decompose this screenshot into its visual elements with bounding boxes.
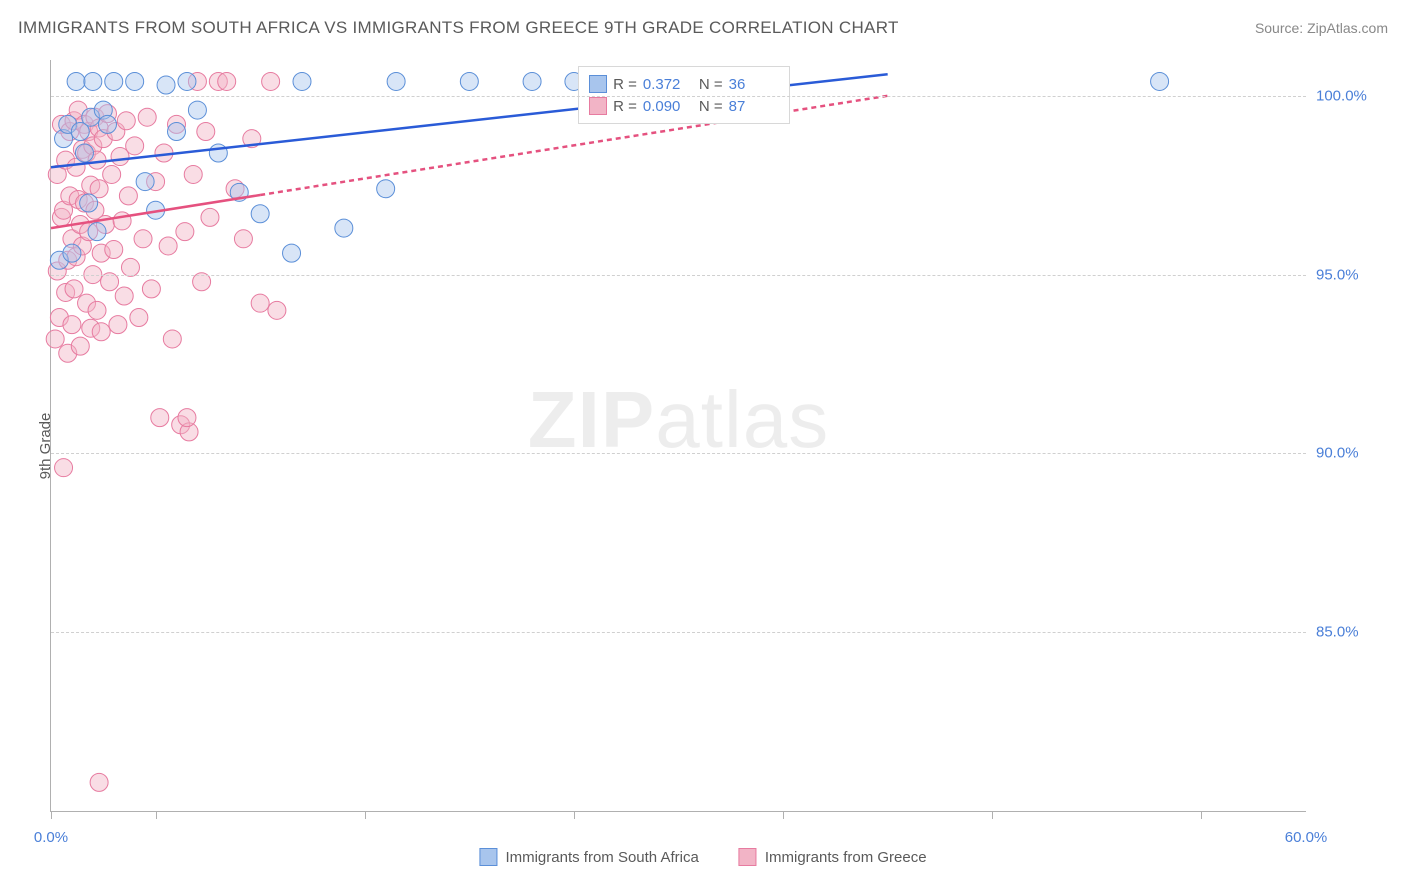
data-point [1151, 72, 1169, 90]
data-point [63, 316, 81, 334]
data-point [136, 173, 154, 191]
data-point [142, 280, 160, 298]
chart-title: IMMIGRANTS FROM SOUTH AFRICA VS IMMIGRAN… [18, 18, 899, 38]
data-point [84, 72, 102, 90]
gridline [51, 632, 1306, 633]
data-point [251, 205, 269, 223]
data-point [71, 337, 89, 355]
plot-area: ZIPatlas R = 0.372 N = 36 R = 0.090 N = … [50, 60, 1306, 812]
data-point [105, 241, 123, 259]
legend-label-2: Immigrants from Greece [765, 849, 927, 866]
legend-swatch-1 [479, 848, 497, 866]
data-point [335, 219, 353, 237]
data-point [126, 72, 144, 90]
data-point [293, 72, 311, 90]
data-point [75, 144, 93, 162]
legend-swatch-2 [739, 848, 757, 866]
data-point [209, 144, 227, 162]
xtick [365, 811, 366, 819]
data-point [117, 112, 135, 130]
data-point [262, 72, 280, 90]
data-point [151, 409, 169, 427]
ytick-label: 85.0% [1316, 624, 1386, 641]
stats-swatch-2 [589, 97, 607, 115]
xtick [1201, 811, 1202, 819]
data-point [134, 230, 152, 248]
data-point [178, 72, 196, 90]
data-point [88, 223, 106, 241]
n-label-1: N = [699, 76, 723, 93]
data-point [176, 223, 194, 241]
data-point [103, 165, 121, 183]
data-point [251, 294, 269, 312]
data-point [109, 316, 127, 334]
r-label-2: R = [613, 98, 637, 115]
data-point [377, 180, 395, 198]
stats-row-series1: R = 0.372 N = 36 [589, 73, 779, 95]
data-point [119, 187, 137, 205]
data-point [98, 115, 116, 133]
data-point [184, 165, 202, 183]
data-point [105, 72, 123, 90]
gridline [51, 453, 1306, 454]
chart-svg [51, 60, 1306, 811]
n-value-1: 36 [729, 76, 779, 93]
data-point [387, 72, 405, 90]
source-label: Source: ZipAtlas.com [1255, 20, 1388, 36]
gridline [51, 275, 1306, 276]
data-point [283, 244, 301, 262]
data-point [138, 108, 156, 126]
xtick [574, 811, 575, 819]
r-value-1: 0.372 [643, 76, 693, 93]
n-value-2: 87 [729, 98, 779, 115]
data-point [92, 323, 110, 341]
legend-item-2: Immigrants from Greece [739, 848, 927, 866]
xtick-label-right: 60.0% [1285, 829, 1328, 846]
data-point [268, 301, 286, 319]
data-point [88, 301, 106, 319]
ytick-label: 100.0% [1316, 87, 1386, 104]
data-point [197, 123, 215, 141]
legend-label-1: Immigrants from South Africa [505, 849, 698, 866]
data-point [163, 330, 181, 348]
data-point [460, 72, 478, 90]
ytick-label: 95.0% [1316, 266, 1386, 283]
xtick [51, 811, 52, 819]
data-point [80, 194, 98, 212]
n-label-2: N = [699, 98, 723, 115]
data-point [67, 72, 85, 90]
data-point [90, 773, 108, 791]
data-point [523, 72, 541, 90]
data-point [126, 137, 144, 155]
data-point [115, 287, 133, 305]
ytick-label: 90.0% [1316, 445, 1386, 462]
data-point [159, 237, 177, 255]
stats-row-series2: R = 0.090 N = 87 [589, 95, 779, 117]
legend-item-1: Immigrants from South Africa [479, 848, 698, 866]
data-point [130, 308, 148, 326]
data-point [63, 244, 81, 262]
stats-swatch-1 [589, 75, 607, 93]
data-point [178, 409, 196, 427]
bottom-legend: Immigrants from South Africa Immigrants … [479, 848, 926, 866]
r-label-1: R = [613, 76, 637, 93]
title-bar: IMMIGRANTS FROM SOUTH AFRICA VS IMMIGRAN… [18, 18, 1388, 38]
xtick [992, 811, 993, 819]
xtick-label-left: 0.0% [34, 829, 68, 846]
data-point [234, 230, 252, 248]
data-point [65, 280, 83, 298]
data-point [218, 72, 236, 90]
r-value-2: 0.090 [643, 98, 693, 115]
data-point [201, 208, 219, 226]
regression-line-dashed [260, 96, 888, 195]
gridline [51, 96, 1306, 97]
data-point [168, 123, 186, 141]
xtick [156, 811, 157, 819]
data-point [55, 459, 73, 477]
xtick [783, 811, 784, 819]
data-point [188, 101, 206, 119]
data-point [46, 330, 64, 348]
data-point [157, 76, 175, 94]
